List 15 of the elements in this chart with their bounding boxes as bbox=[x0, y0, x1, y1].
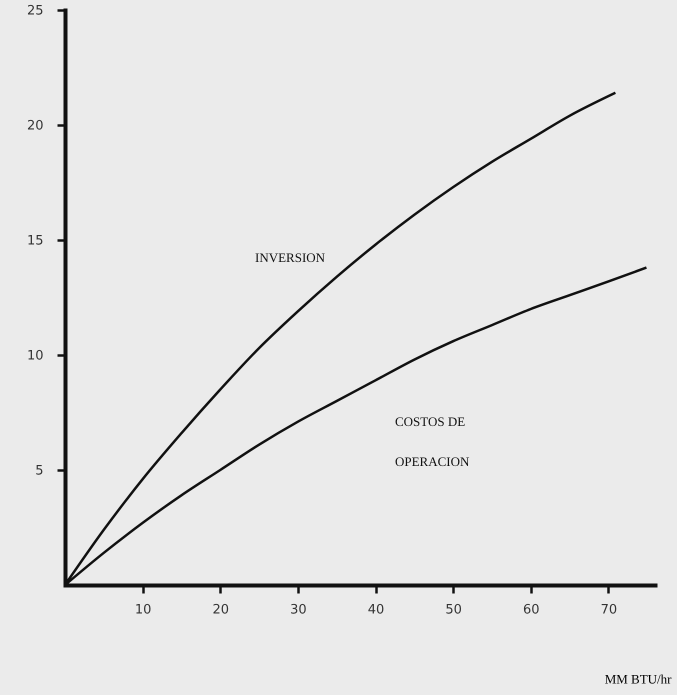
x-tick-label: 10 bbox=[134, 602, 152, 618]
y-tick-label: 25 bbox=[26, 4, 44, 18]
y-tick-label: 20 bbox=[26, 118, 44, 134]
x-axis-title: MM BTU/hr bbox=[604, 672, 672, 686]
x-tick-label: 70 bbox=[600, 602, 618, 618]
x-tick-label: 60 bbox=[523, 602, 540, 618]
y-tick-label: 10 bbox=[26, 348, 44, 364]
x-tick-label: 30 bbox=[290, 602, 307, 618]
x-tick-label: 40 bbox=[368, 602, 384, 618]
x-tick-label: 20 bbox=[212, 602, 230, 618]
y-tick-label: 5 bbox=[35, 464, 44, 478]
x-tick-label: 50 bbox=[445, 602, 462, 618]
series-label: INVERSION bbox=[255, 250, 326, 265]
text: COSTOS DE OPERACION bbox=[395, 414, 470, 469]
y-tick-label: 15 bbox=[26, 234, 44, 248]
